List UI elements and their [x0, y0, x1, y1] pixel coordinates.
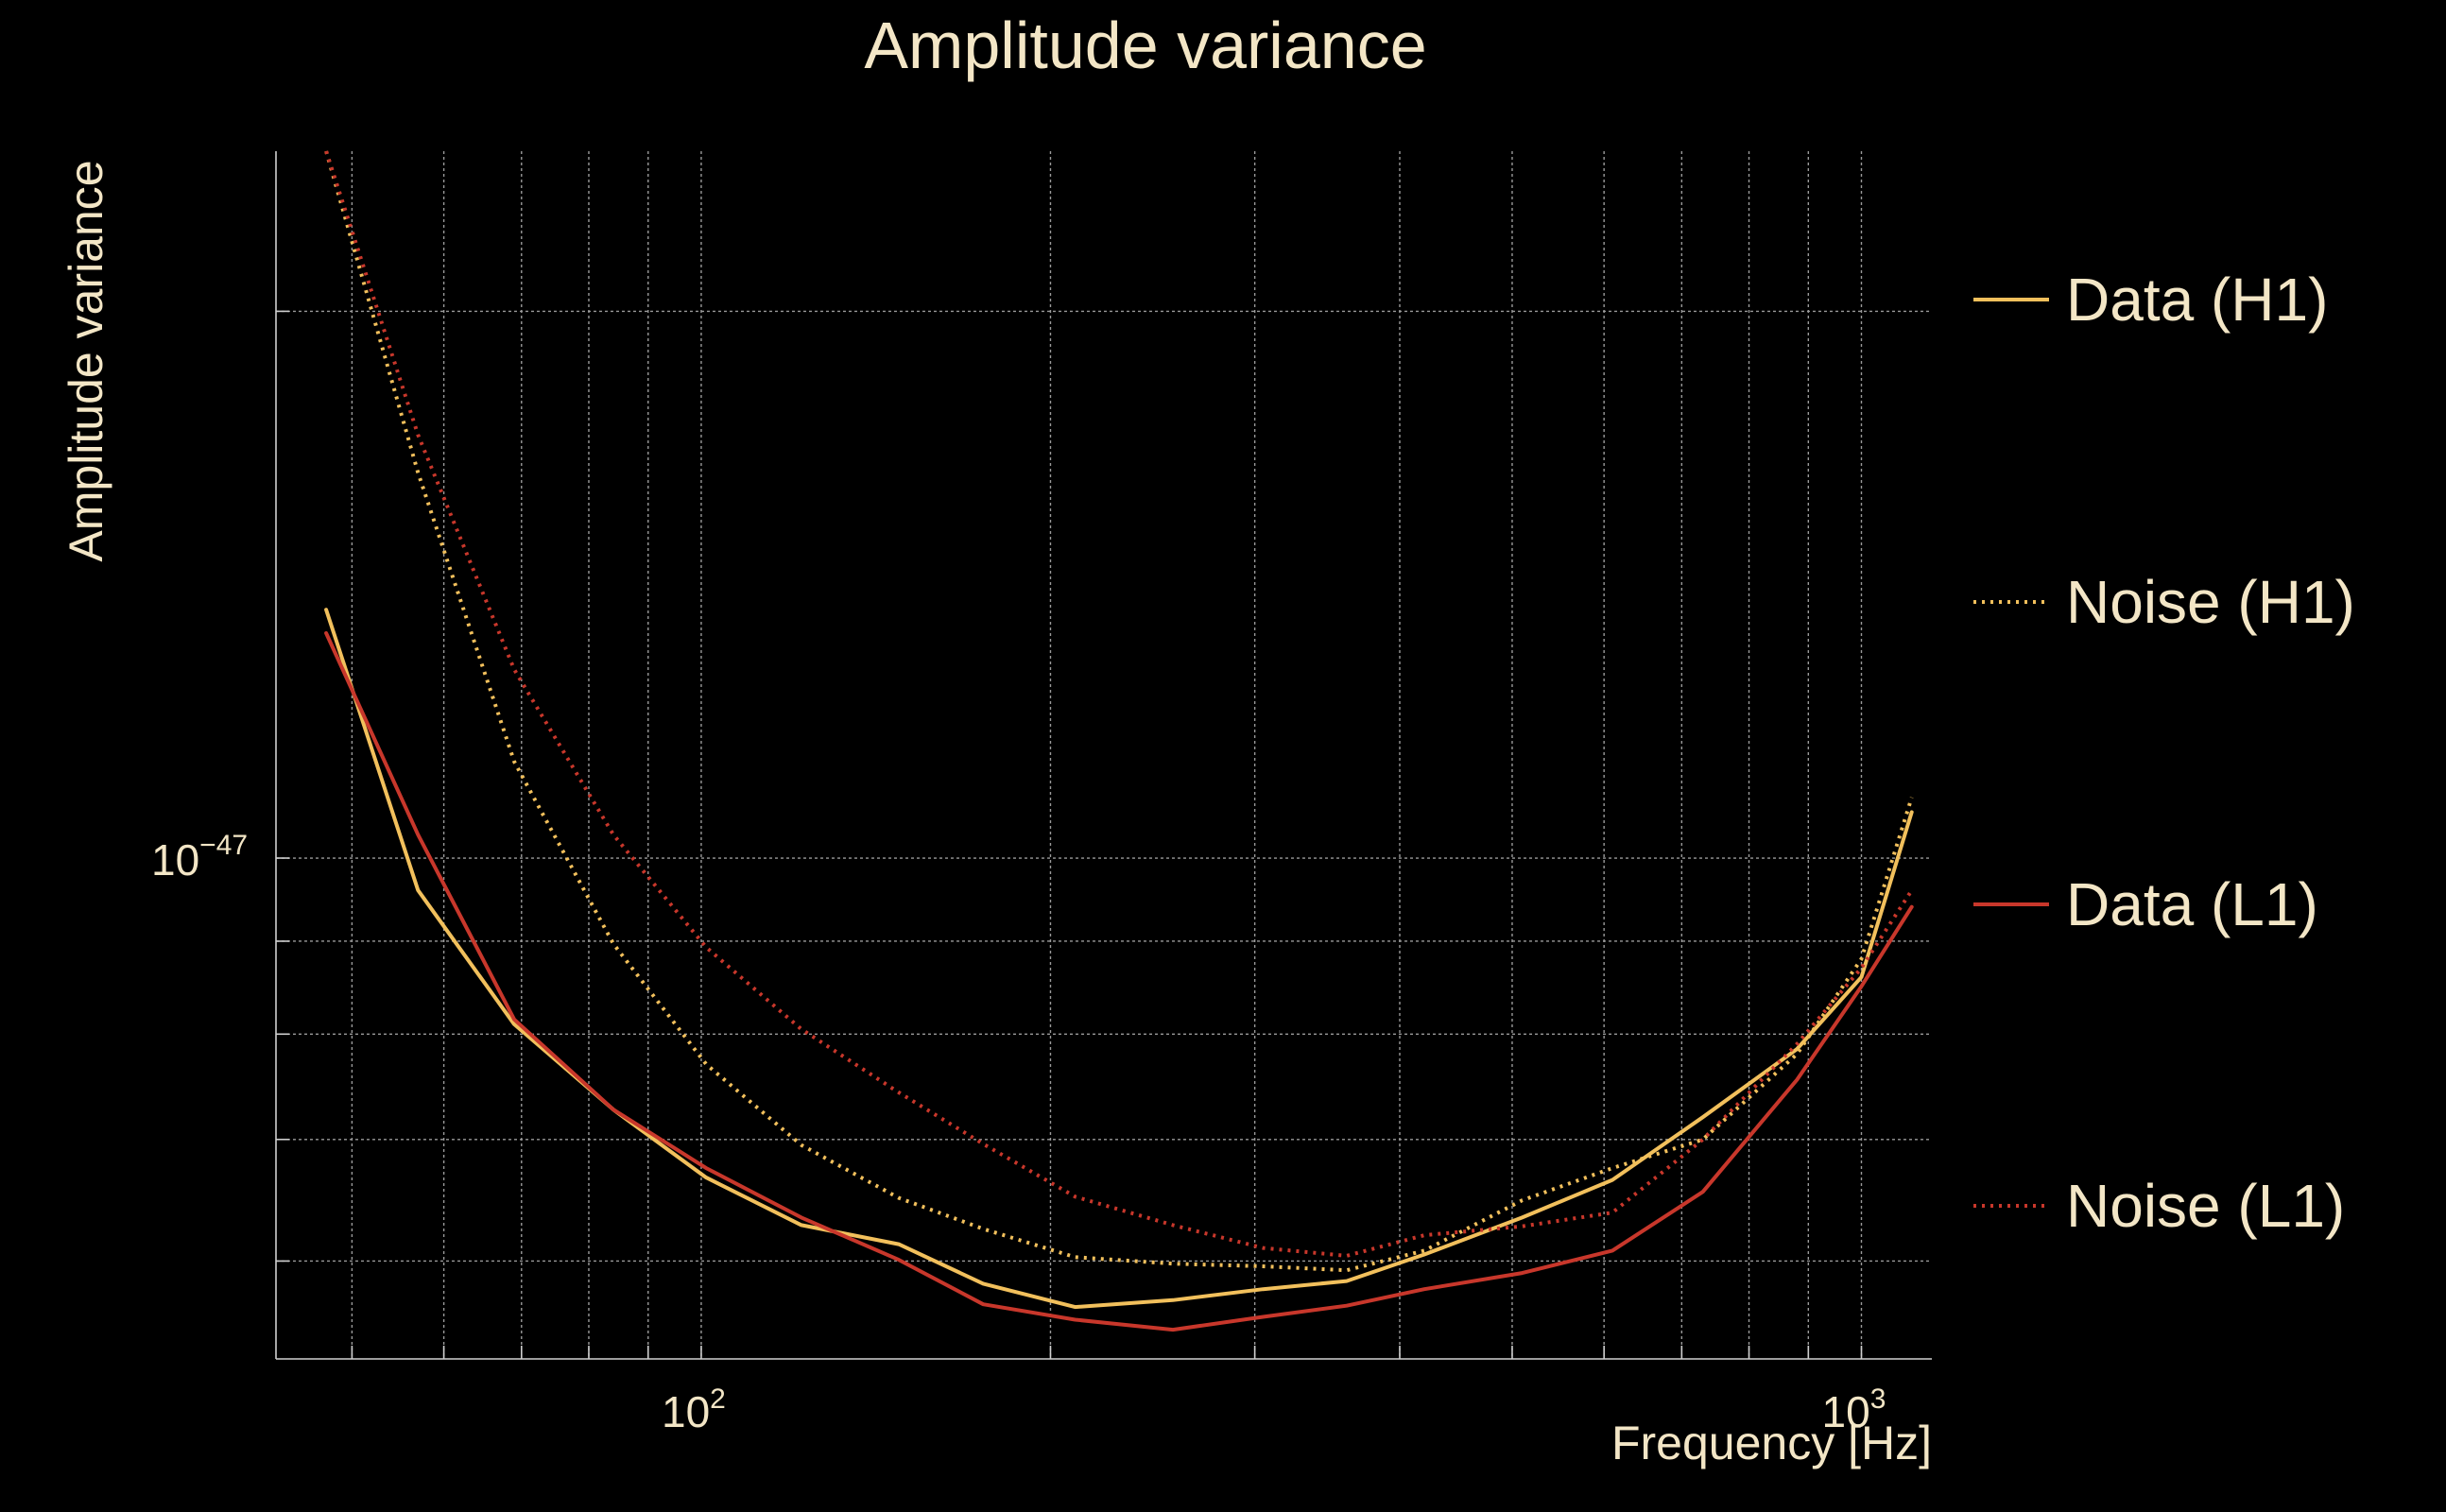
y-axis-label: Amplitude variance — [60, 160, 112, 561]
legend-label: Noise (L1) — [2066, 1172, 2345, 1240]
legend-label: Data (L1) — [2066, 870, 2318, 938]
series-line-2 — [324, 150, 1914, 1273]
chart-title: Amplitude variance — [864, 9, 1426, 82]
axes — [275, 151, 1932, 1360]
x-tick-label: 103 — [1822, 1383, 1886, 1436]
legend: Data (H1) Noise (H1) Data (L1) Noise (L1) — [1973, 266, 2355, 1240]
plot-series — [324, 150, 1914, 1332]
axis-ticks: 102 103 10−47 — [151, 310, 1886, 1436]
x-axis-label: Frequency [Hz] — [1611, 1417, 1932, 1469]
x-tick-label: 102 — [662, 1383, 726, 1436]
series-line-3 — [324, 631, 1914, 1332]
series-line-1 — [324, 608, 1914, 1310]
legend-label: Data (H1) — [2066, 266, 2328, 334]
legend-label: Noise (H1) — [2066, 568, 2355, 636]
y-tick-label: 10−47 — [151, 830, 248, 885]
series-line-4 — [324, 150, 1914, 1258]
grid-lines — [276, 151, 1932, 1359]
